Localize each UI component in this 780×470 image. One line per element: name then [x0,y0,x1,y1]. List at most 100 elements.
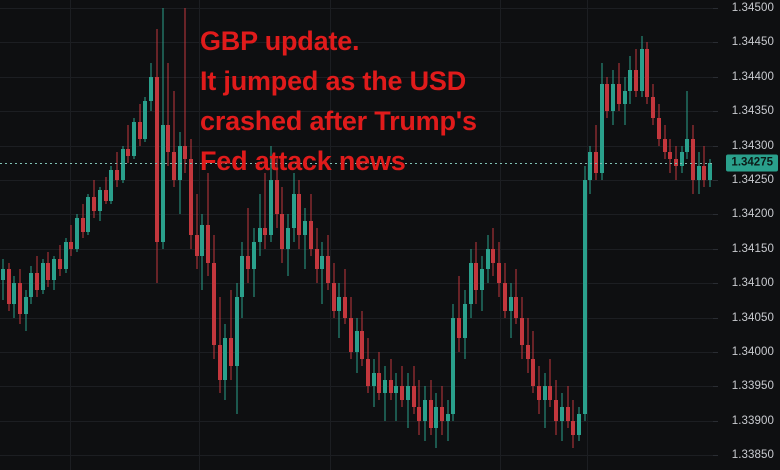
candle-body [651,97,656,119]
candle-body [240,255,245,297]
candle-wick [510,283,511,339]
candle [217,0,222,470]
candle-body [46,262,51,280]
candle [542,0,547,470]
axis-tick-mark [713,318,718,319]
candle [656,0,661,470]
candle-body [177,145,182,180]
candle-body [548,386,553,401]
candle-body [565,407,570,421]
price-axis-label: 1.34300 [731,139,774,152]
candle-body [331,283,336,311]
candle [297,0,302,470]
candle-body [365,358,370,387]
candle [616,0,621,470]
candle [126,0,131,470]
candle [383,0,388,470]
candle [548,0,553,470]
candle-wick [247,207,249,284]
current-price-badge[interactable]: 1.34275 [726,154,778,172]
candle-body [291,193,296,229]
candle [308,0,313,470]
candlestick-plot[interactable] [0,0,713,470]
candle [576,0,581,470]
candle-body [348,317,353,352]
candle [17,0,22,470]
candle [69,0,74,470]
price-axis-label: 1.34400 [731,70,774,83]
axis-tick-mark [713,386,718,387]
candle-wick [105,176,107,205]
candle-body [554,400,559,421]
candle-body [57,259,62,270]
candle [428,0,433,470]
candle-body [320,255,325,270]
candle-body [519,317,524,346]
candle-body [126,149,131,156]
candle-body [86,197,91,232]
candle [645,0,650,470]
candle-body [502,283,507,311]
candle [6,0,11,470]
candle-body [479,269,484,291]
candle [280,0,285,470]
candle [394,0,399,470]
candle [445,0,450,470]
candle-wick [395,372,397,421]
current-price-crosshair [0,162,713,164]
candle-body [702,166,707,180]
candle [668,0,673,470]
candle [120,0,125,470]
candle-wick [338,283,340,339]
candle-body [411,386,416,408]
candle-wick [173,90,175,187]
candle-body [314,248,319,270]
candle-wick [401,365,403,408]
candle [497,0,502,470]
candle [75,0,79,470]
candle-body [491,248,496,263]
candle-body [149,76,154,101]
candle [177,0,182,470]
candle-body [223,338,228,380]
candle [537,0,542,470]
axis-tick-mark [713,77,718,78]
candle [605,0,610,470]
candle [388,0,393,470]
candle [457,0,462,470]
price-axis-label: 1.33850 [731,449,774,462]
annotation-line-4: Fed attack news [200,145,406,176]
candle [206,0,211,470]
candle [314,0,319,470]
candle-body [35,272,40,291]
candle-body [474,262,479,291]
candle [479,0,484,470]
price-axis-label: 1.34000 [731,346,774,358]
price-axis[interactable]: 1.34500 1.34450 1.34400 1.34350 1.34300 1.342… [713,0,780,470]
candle-body [394,386,399,394]
candle-body [92,197,97,211]
candle-wick [207,173,209,277]
candle-body [668,152,673,160]
candle [86,0,91,470]
candle [571,0,576,470]
candle-body [234,296,239,366]
candle-body [605,83,610,112]
price-axis-label: 1.34050 [731,311,774,324]
candle [360,0,365,470]
candle [263,0,268,470]
candle-wick [703,145,705,187]
candle [417,0,422,470]
candle-body [531,358,536,387]
candle-wick [259,193,261,256]
axis-tick-mark [713,352,718,353]
candle [149,0,154,470]
candle-body [451,317,456,414]
candle [525,0,530,470]
candle [320,0,325,470]
candle [502,0,507,470]
candle-body [388,379,393,394]
candle [708,0,713,470]
candle [229,0,233,470]
